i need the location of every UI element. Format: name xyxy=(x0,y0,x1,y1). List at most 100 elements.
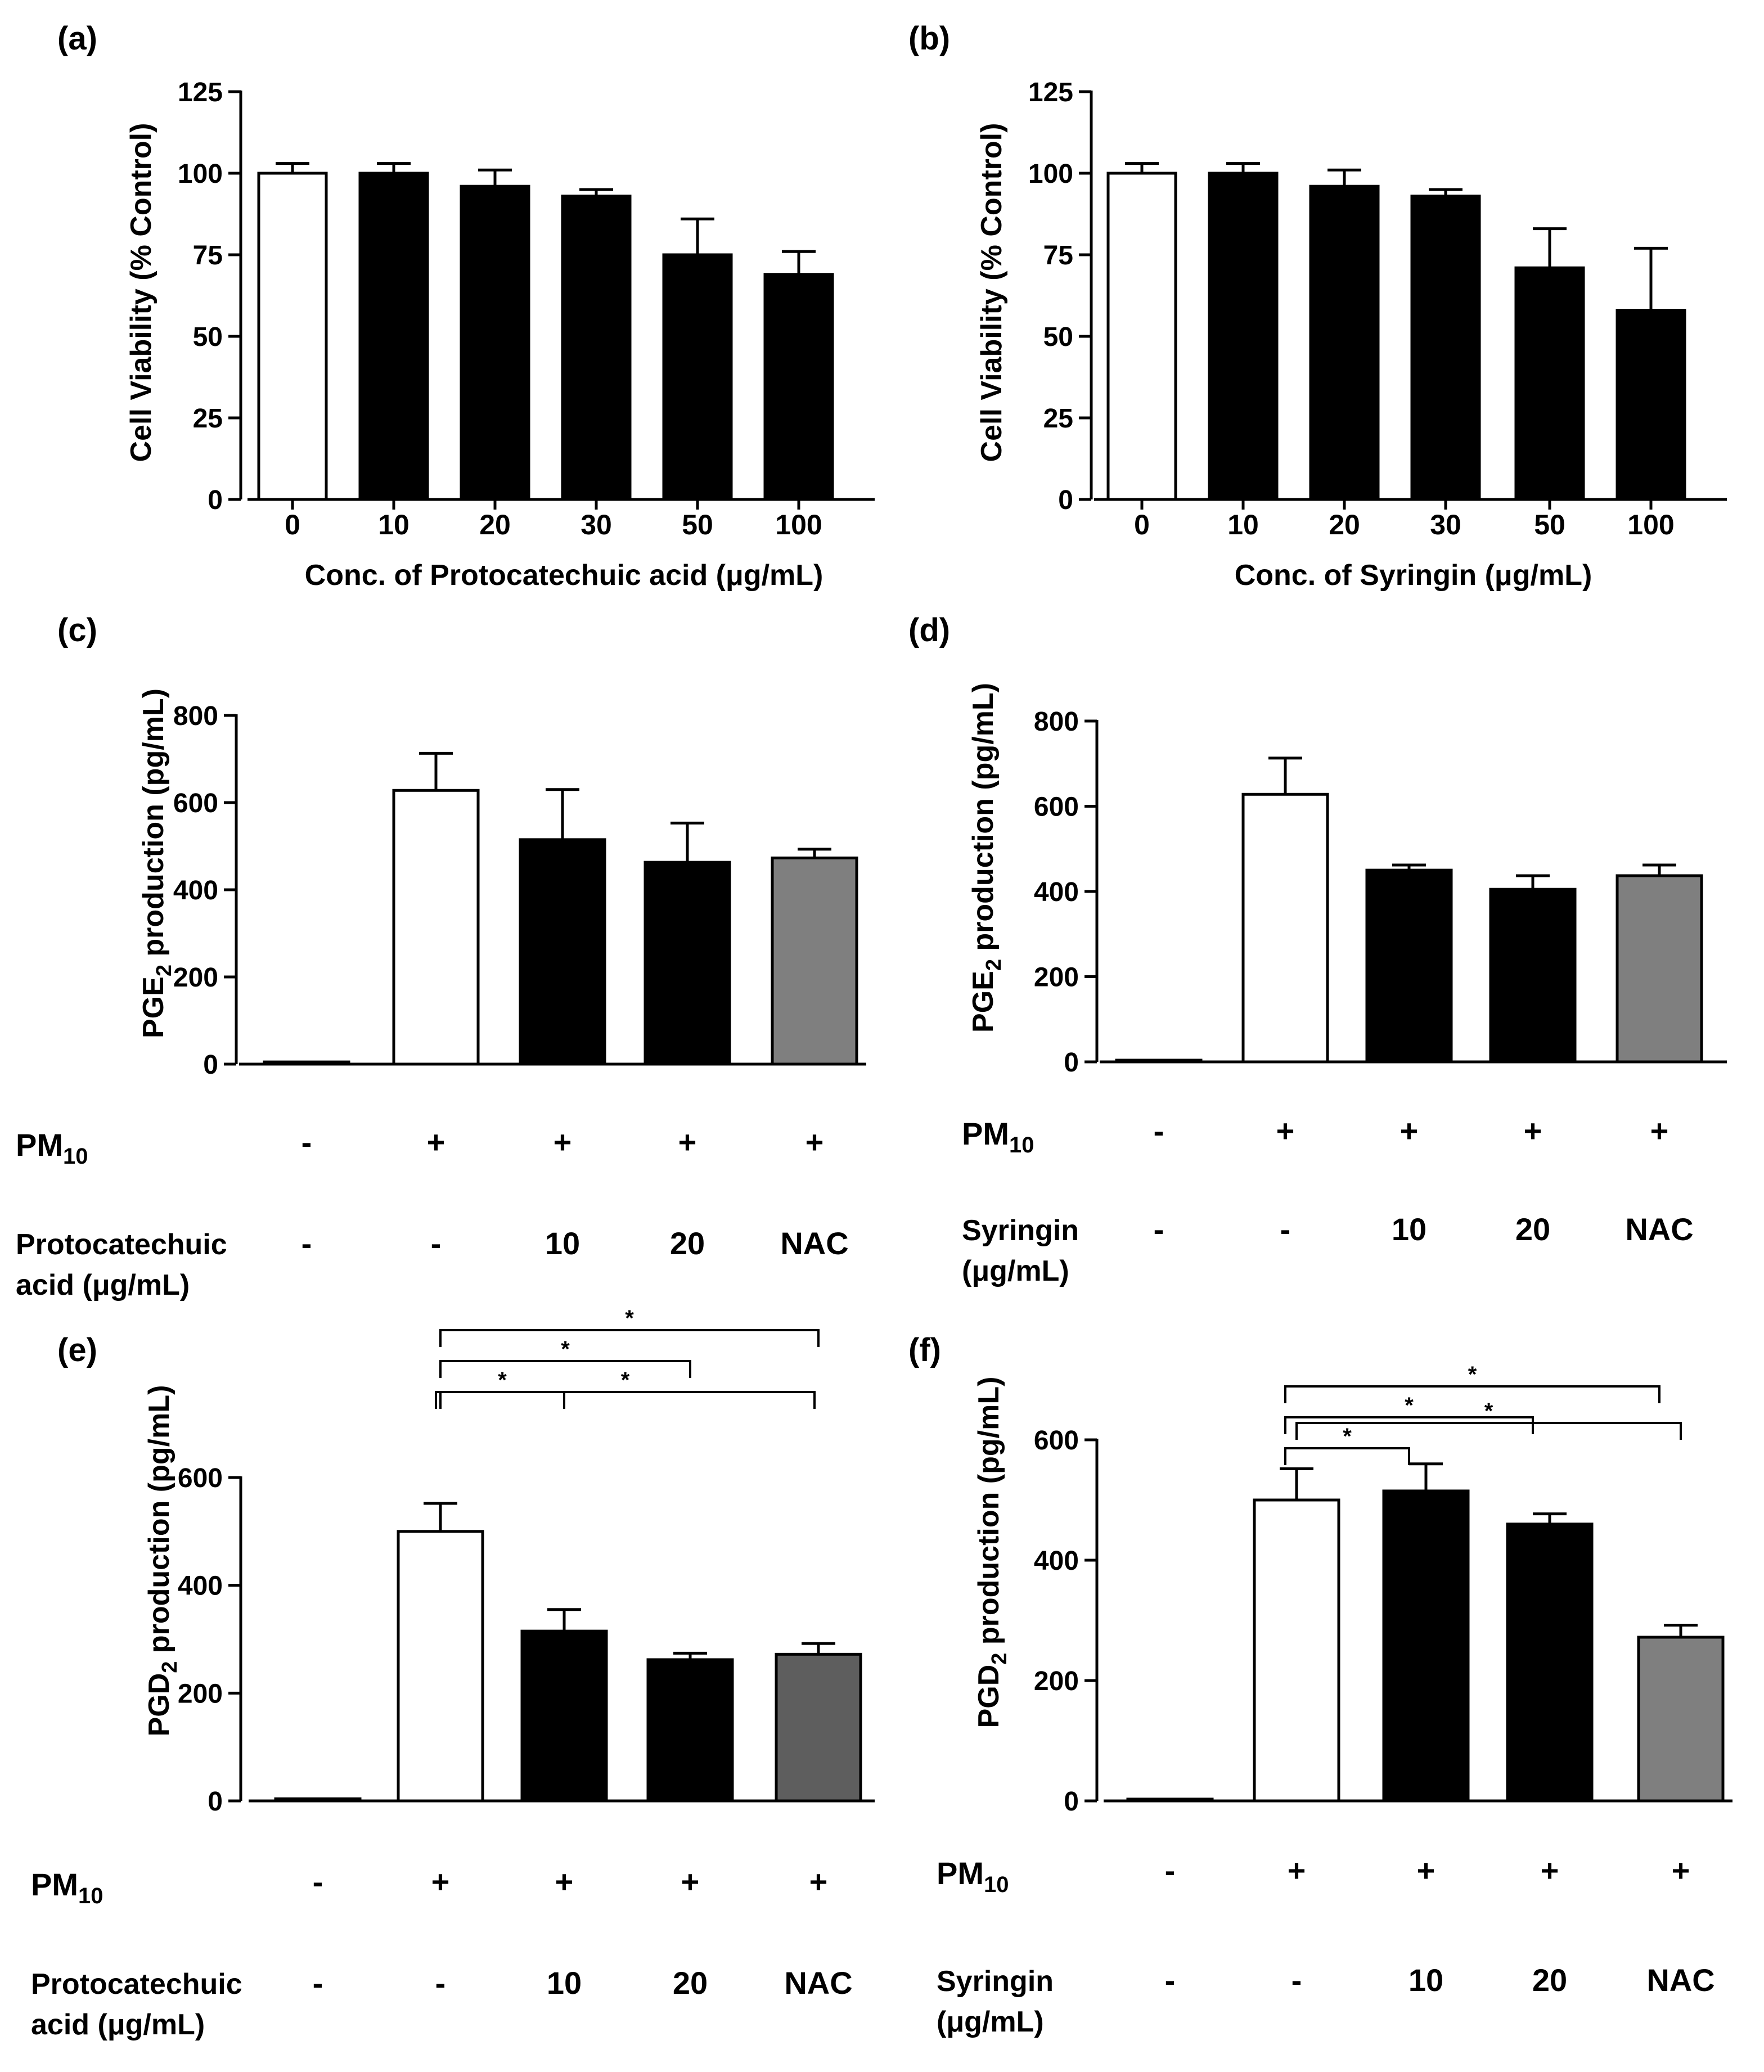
row-value-treatment: NAC xyxy=(784,1965,852,2001)
bar xyxy=(1410,195,1481,501)
y-tick-label: 200 xyxy=(178,1679,223,1709)
bar xyxy=(1382,1489,1470,1803)
row-value-treatment: NAC xyxy=(1625,1211,1693,1247)
row-label-pm10: PM10 xyxy=(16,1127,88,1169)
x-axis-label: Conc. of Protocatechuic acid (μg/mL) xyxy=(305,559,824,592)
bar xyxy=(257,172,328,501)
bar xyxy=(460,184,530,501)
y-tick-label: 75 xyxy=(193,241,223,271)
row-value-treatment: NAC xyxy=(1646,1962,1714,1998)
bar xyxy=(519,838,606,1066)
y-axis-label: PGE2 production (pg/mL) xyxy=(137,688,176,1038)
bar xyxy=(263,1060,350,1066)
y-tick-label: 800 xyxy=(173,701,218,731)
row-label-treatment: Protocatechuic xyxy=(16,1228,227,1261)
y-axis-label: PGD2 production (pg/mL) xyxy=(973,1377,1011,1728)
y-tick-label: 125 xyxy=(1028,78,1073,107)
y-tick-label: 50 xyxy=(1043,322,1073,352)
row-value-treatment: NAC xyxy=(780,1226,848,1261)
panel-label: (b) xyxy=(908,20,950,57)
bar xyxy=(1208,172,1279,501)
row-value-pm10: + xyxy=(806,1124,824,1160)
bar xyxy=(771,856,858,1066)
row-label-pm10: PM10 xyxy=(31,1867,104,1908)
bar xyxy=(397,1530,484,1803)
y-tick-label: 0 xyxy=(1058,485,1073,515)
significance-star: * xyxy=(1405,1393,1414,1418)
row-value-pm10: + xyxy=(809,1864,828,1899)
row-value-pm10: + xyxy=(427,1124,446,1160)
y-axis-label: PGE2 production (pg/mL) xyxy=(967,683,1006,1033)
row-label-treatment: acid (μg/mL) xyxy=(31,2008,205,2041)
y-tick-label: 100 xyxy=(178,159,223,189)
row-value-pm10: + xyxy=(1276,1113,1295,1148)
row-value-pm10: + xyxy=(681,1864,700,1899)
significance-star: * xyxy=(498,1368,507,1393)
row-value-pm10: - xyxy=(302,1124,312,1160)
row-value-treatment: - xyxy=(1292,1962,1302,1998)
row-value-pm10: + xyxy=(1650,1113,1669,1148)
x-tick-label: 20 xyxy=(1329,509,1360,540)
row-label-treatment: Protocatechuic xyxy=(31,1968,242,2001)
bar xyxy=(646,1658,734,1803)
y-tick-label: 600 xyxy=(173,789,218,818)
panel-label: (f) xyxy=(908,1332,941,1368)
row-value-treatment: 20 xyxy=(673,1965,708,2001)
bar xyxy=(1616,309,1686,501)
row-value-pm10: + xyxy=(554,1124,572,1160)
y-tick-label: 100 xyxy=(1028,159,1073,189)
bar xyxy=(1514,266,1585,501)
significance-bracket xyxy=(1284,1447,1410,1465)
panel-label: (a) xyxy=(57,20,97,57)
bar xyxy=(775,1652,862,1803)
bar xyxy=(1126,1798,1214,1803)
row-value-treatment: 10 xyxy=(1408,1962,1443,1998)
y-tick-label: 0 xyxy=(1064,1787,1079,1817)
significance-bracket xyxy=(1295,1422,1682,1440)
significance-star: * xyxy=(1468,1362,1477,1387)
y-axis-label: Cell Viability (% Control) xyxy=(975,123,1008,462)
significance-bracket xyxy=(435,1391,816,1409)
bar xyxy=(1637,1636,1725,1803)
bar xyxy=(1489,888,1577,1064)
row-value-pm10: + xyxy=(1541,1853,1559,1888)
x-tick-label: 100 xyxy=(1627,509,1674,540)
x-tick-label: 50 xyxy=(1534,509,1565,540)
y-tick-label: 125 xyxy=(178,78,223,107)
row-label-treatment: Syringin xyxy=(937,1965,1054,1998)
bar xyxy=(561,195,632,501)
y-tick-label: 600 xyxy=(1034,792,1079,822)
x-tick-label: 30 xyxy=(1430,509,1461,540)
row-value-pm10: + xyxy=(1524,1113,1542,1148)
bar xyxy=(763,273,834,501)
chart-panel-f: (f) 0 200 400 600 PGD2 production (pg/mL) * PM1… xyxy=(908,1332,1732,2038)
row-value-treatment: - xyxy=(1154,1211,1164,1247)
y-tick-label: 600 xyxy=(178,1463,223,1493)
y-tick-label: 600 xyxy=(1034,1426,1079,1456)
y-tick-label: 0 xyxy=(208,485,223,515)
bar xyxy=(1309,184,1380,501)
bar xyxy=(1253,1498,1340,1803)
y-tick-label: 400 xyxy=(1034,877,1079,907)
panel-label: (d) xyxy=(908,612,950,648)
bar xyxy=(358,172,429,501)
panel-label: (c) xyxy=(57,612,97,648)
significance-bracket xyxy=(439,1329,820,1347)
y-tick-label: 400 xyxy=(178,1571,223,1601)
y-tick-label: 0 xyxy=(203,1050,218,1080)
y-tick-label: 200 xyxy=(1034,963,1079,993)
significance-bracket xyxy=(439,1391,565,1409)
x-tick-label: 30 xyxy=(580,509,612,540)
y-tick-label: 25 xyxy=(193,404,223,434)
significance-star: * xyxy=(621,1368,630,1393)
y-axis-label: PGD2 production (pg/mL) xyxy=(143,1385,182,1737)
row-value-treatment: - xyxy=(1280,1211,1291,1247)
row-label-treatment: acid (μg/mL) xyxy=(16,1269,190,1301)
row-value-treatment: - xyxy=(431,1226,442,1261)
x-tick-label: 100 xyxy=(775,509,822,540)
bar xyxy=(392,789,480,1066)
bar xyxy=(274,1797,362,1803)
